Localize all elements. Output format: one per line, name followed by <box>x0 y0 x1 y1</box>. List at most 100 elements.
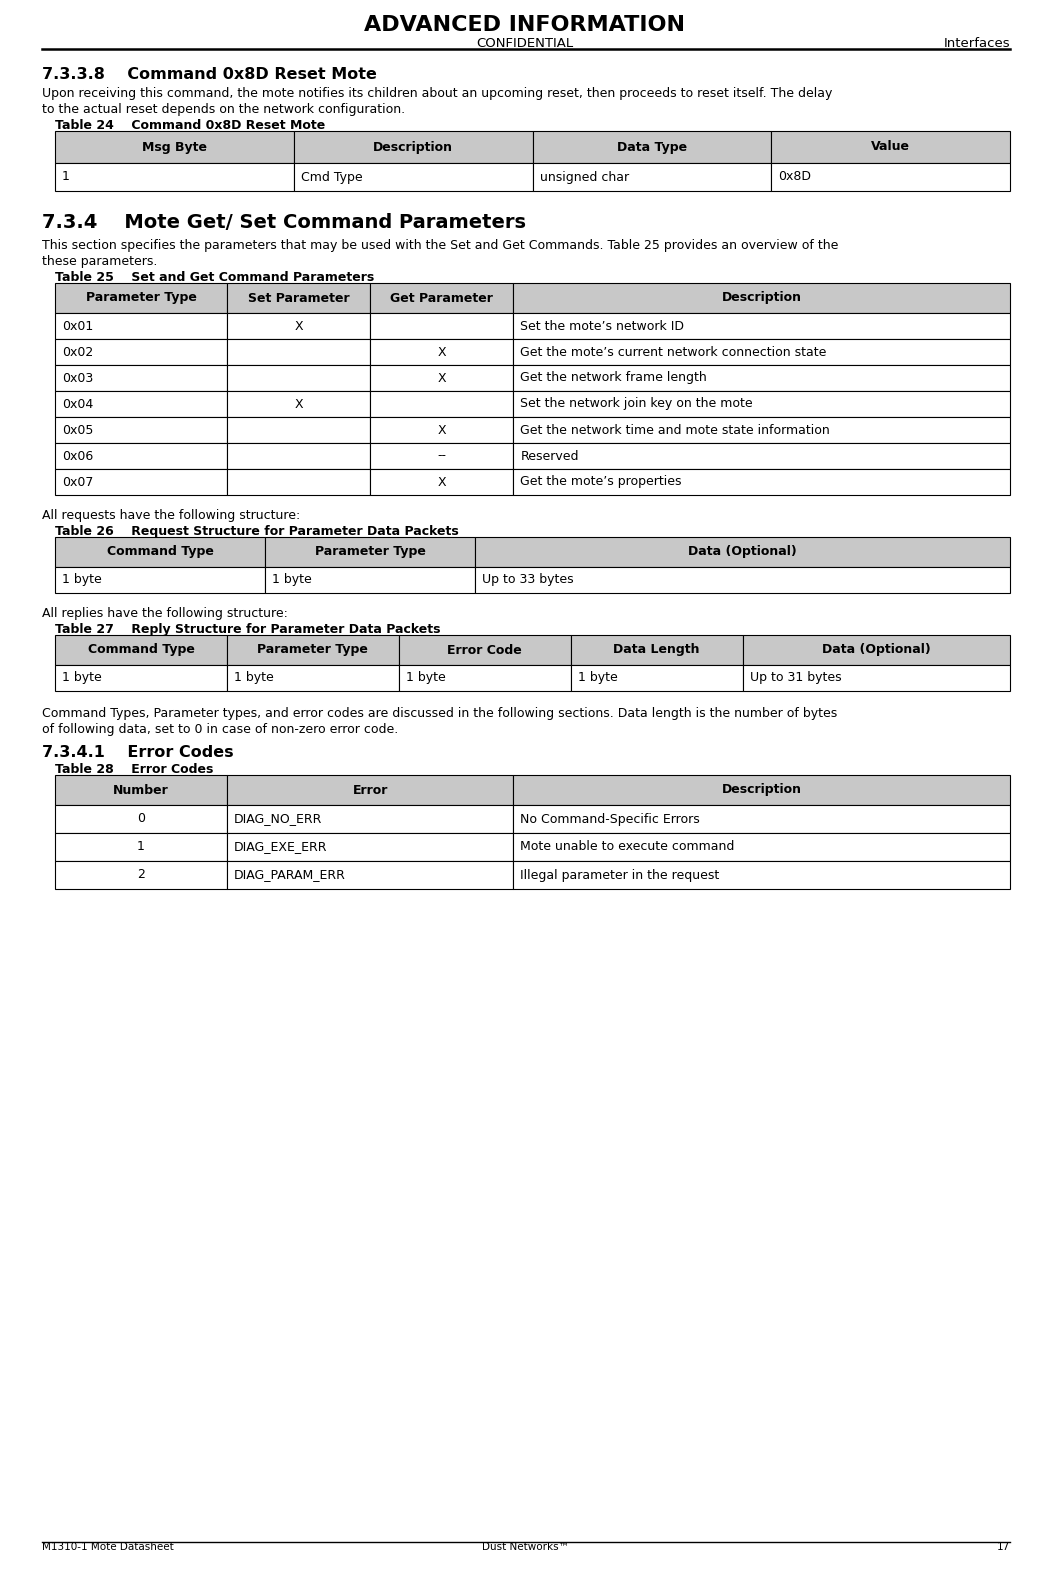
Bar <box>227 776 513 805</box>
Text: Get the network frame length: Get the network frame length <box>521 372 707 385</box>
Text: Command Types, Parameter types, and error codes are discussed in the following s: Command Types, Parameter types, and erro… <box>42 706 837 721</box>
Text: 0x03: 0x03 <box>62 372 93 385</box>
Text: CONFIDENTIAL: CONFIDENTIAL <box>477 38 573 50</box>
Bar <box>55 537 265 567</box>
Text: 0x05: 0x05 <box>62 424 93 436</box>
Bar <box>227 364 371 391</box>
Text: Illegal parameter in the request: Illegal parameter in the request <box>521 868 719 881</box>
Bar <box>371 339 513 364</box>
Bar <box>55 312 227 339</box>
Text: X: X <box>438 476 446 488</box>
Bar <box>513 776 1010 805</box>
Text: 1: 1 <box>62 171 70 184</box>
Text: Cmd Type: Cmd Type <box>300 171 362 184</box>
Text: Table 26    Request Structure for Parameter Data Packets: Table 26 Request Structure for Parameter… <box>55 524 459 539</box>
Bar <box>513 364 1010 391</box>
Text: Value: Value <box>872 140 910 154</box>
Bar <box>371 364 513 391</box>
Text: 1 byte: 1 byte <box>62 573 102 587</box>
Bar <box>55 283 227 312</box>
Bar <box>772 130 1010 163</box>
Bar <box>742 666 1010 691</box>
Text: of following data, set to 0 in case of non-zero error code.: of following data, set to 0 in case of n… <box>42 724 398 736</box>
Text: All requests have the following structure:: All requests have the following structur… <box>42 509 300 521</box>
Bar <box>371 469 513 495</box>
Text: Set the network join key on the mote: Set the network join key on the mote <box>521 397 753 410</box>
Text: Table 27    Reply Structure for Parameter Data Packets: Table 27 Reply Structure for Parameter D… <box>55 623 441 636</box>
Bar <box>294 163 532 192</box>
Text: Command Type: Command Type <box>87 644 194 656</box>
Bar <box>513 469 1010 495</box>
Text: Table 28    Error Codes: Table 28 Error Codes <box>55 763 213 776</box>
Bar <box>55 418 227 443</box>
Text: 0x8D: 0x8D <box>778 171 812 184</box>
Bar <box>227 666 399 691</box>
Bar <box>371 312 513 339</box>
Bar <box>532 163 772 192</box>
Text: Parameter Type: Parameter Type <box>315 545 425 559</box>
Bar <box>513 339 1010 364</box>
Text: Dust Networks™: Dust Networks™ <box>482 1542 568 1553</box>
Bar <box>513 805 1010 834</box>
Bar <box>55 391 227 418</box>
Text: Set Parameter: Set Parameter <box>248 292 350 305</box>
Text: 0x01: 0x01 <box>62 320 93 333</box>
Bar <box>55 634 227 666</box>
Bar <box>371 283 513 312</box>
Bar <box>772 163 1010 192</box>
Text: Data Length: Data Length <box>613 644 700 656</box>
Text: Get Parameter: Get Parameter <box>391 292 494 305</box>
Text: Set the mote’s network ID: Set the mote’s network ID <box>521 320 685 333</box>
Text: 0x04: 0x04 <box>62 397 93 410</box>
Text: 1 byte: 1 byte <box>62 672 102 685</box>
Text: Get the mote’s current network connection state: Get the mote’s current network connectio… <box>521 345 826 358</box>
Bar <box>55 834 227 860</box>
Bar <box>55 666 227 691</box>
Text: DIAG_NO_ERR: DIAG_NO_ERR <box>234 813 322 826</box>
Text: No Command-Specific Errors: No Command-Specific Errors <box>521 813 700 826</box>
Text: X: X <box>294 320 302 333</box>
Text: Interfaces: Interfaces <box>943 38 1010 50</box>
Text: Description: Description <box>721 292 802 305</box>
Bar <box>513 391 1010 418</box>
Bar <box>55 469 227 495</box>
Bar <box>742 634 1010 666</box>
Bar <box>227 469 371 495</box>
Bar <box>571 666 742 691</box>
Text: 1 byte: 1 byte <box>405 672 445 685</box>
Bar <box>371 443 513 469</box>
Bar <box>513 418 1010 443</box>
Text: 1 byte: 1 byte <box>272 573 312 587</box>
Text: Description: Description <box>373 140 454 154</box>
Text: X: X <box>438 424 446 436</box>
Text: Parameter Type: Parameter Type <box>85 292 196 305</box>
Text: Number: Number <box>113 783 169 796</box>
Bar <box>371 391 513 418</box>
Text: Data (Optional): Data (Optional) <box>688 545 797 559</box>
Text: DIAG_PARAM_ERR: DIAG_PARAM_ERR <box>234 868 345 881</box>
Bar <box>55 339 227 364</box>
Text: Table 25    Set and Get Command Parameters: Table 25 Set and Get Command Parameters <box>55 272 374 284</box>
Text: This section specifies the parameters that may be used with the Set and Get Comm: This section specifies the parameters th… <box>42 239 838 253</box>
Text: 7.3.4.1    Error Codes: 7.3.4.1 Error Codes <box>42 746 233 760</box>
Text: these parameters.: these parameters. <box>42 254 158 268</box>
Text: DIAG_EXE_ERR: DIAG_EXE_ERR <box>234 840 328 854</box>
Bar <box>476 567 1010 593</box>
Bar <box>571 634 742 666</box>
Text: ADVANCED INFORMATION: ADVANCED INFORMATION <box>364 16 686 35</box>
Text: Reserved: Reserved <box>521 449 579 463</box>
Text: M1310-1 Mote Datasheet: M1310-1 Mote Datasheet <box>42 1542 173 1553</box>
Text: X: X <box>438 345 446 358</box>
Bar <box>294 130 532 163</box>
Text: Msg Byte: Msg Byte <box>142 140 207 154</box>
Text: Parameter Type: Parameter Type <box>257 644 369 656</box>
Text: 0x06: 0x06 <box>62 449 93 463</box>
Bar <box>513 860 1010 889</box>
Text: Data (Optional): Data (Optional) <box>822 644 930 656</box>
Text: 1: 1 <box>136 840 145 854</box>
Text: 1 byte: 1 byte <box>578 672 617 685</box>
Bar <box>55 130 294 163</box>
Bar <box>55 443 227 469</box>
Bar <box>399 666 571 691</box>
Text: to the actual reset depends on the network configuration.: to the actual reset depends on the netwo… <box>42 104 405 116</box>
